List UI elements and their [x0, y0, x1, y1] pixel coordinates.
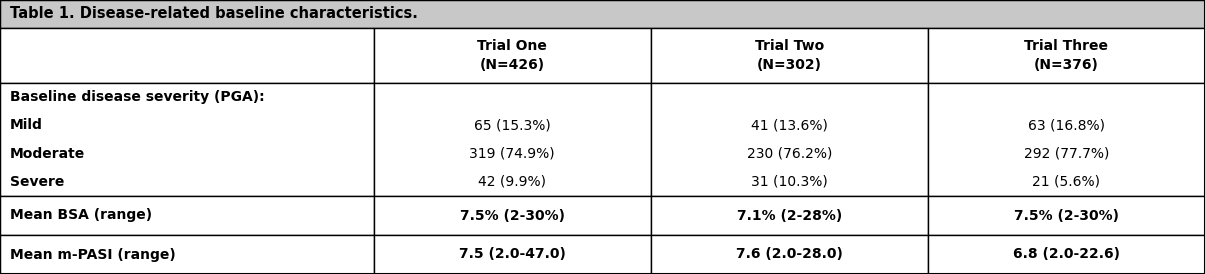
Text: Trial Three
(N=376): Trial Three (N=376)	[1024, 39, 1109, 72]
Text: 7.5% (2-30%): 7.5% (2-30%)	[459, 209, 565, 222]
Bar	[928, 196, 1205, 235]
Text: 292 (77.7%): 292 (77.7%)	[1024, 147, 1109, 161]
Bar	[0, 83, 374, 196]
Text: Mean m-PASI (range): Mean m-PASI (range)	[10, 247, 176, 261]
Text: Mild: Mild	[10, 118, 42, 132]
Text: 7.5 (2.0-47.0): 7.5 (2.0-47.0)	[459, 247, 565, 261]
Bar	[928, 28, 1205, 83]
Text: Trial Two
(N=302): Trial Two (N=302)	[754, 39, 824, 72]
Text: 42 (9.9%): 42 (9.9%)	[478, 175, 546, 189]
Bar	[928, 235, 1205, 274]
Bar	[0, 196, 374, 235]
Text: 21 (5.6%): 21 (5.6%)	[1033, 175, 1100, 189]
Bar	[651, 83, 928, 196]
Text: 41 (13.6%): 41 (13.6%)	[751, 118, 828, 132]
Bar	[0, 0, 1205, 28]
Bar	[374, 235, 651, 274]
Text: 7.6 (2.0-28.0): 7.6 (2.0-28.0)	[736, 247, 842, 261]
Text: 6.8 (2.0-22.6): 6.8 (2.0-22.6)	[1013, 247, 1119, 261]
Bar	[651, 28, 928, 83]
Text: Trial One
(N=426): Trial One (N=426)	[477, 39, 547, 72]
Text: 7.5% (2-30%): 7.5% (2-30%)	[1013, 209, 1119, 222]
Text: Moderate: Moderate	[10, 147, 84, 161]
Bar	[374, 28, 651, 83]
Text: Baseline disease severity (PGA):: Baseline disease severity (PGA):	[10, 90, 264, 104]
Bar	[0, 235, 374, 274]
Text: Table 1. Disease-related baseline characteristics.: Table 1. Disease-related baseline charac…	[10, 7, 417, 21]
Bar	[651, 235, 928, 274]
Text: Severe: Severe	[10, 175, 64, 189]
Bar	[651, 196, 928, 235]
Text: 63 (16.8%): 63 (16.8%)	[1028, 118, 1105, 132]
Text: 319 (74.9%): 319 (74.9%)	[469, 147, 556, 161]
Bar	[374, 83, 651, 196]
Bar	[928, 83, 1205, 196]
Bar	[0, 28, 374, 83]
Text: 31 (10.3%): 31 (10.3%)	[751, 175, 828, 189]
Text: 7.1% (2-28%): 7.1% (2-28%)	[736, 209, 842, 222]
Text: Mean BSA (range): Mean BSA (range)	[10, 209, 152, 222]
Text: 65 (15.3%): 65 (15.3%)	[474, 118, 551, 132]
Text: 230 (76.2%): 230 (76.2%)	[747, 147, 831, 161]
Bar	[374, 196, 651, 235]
